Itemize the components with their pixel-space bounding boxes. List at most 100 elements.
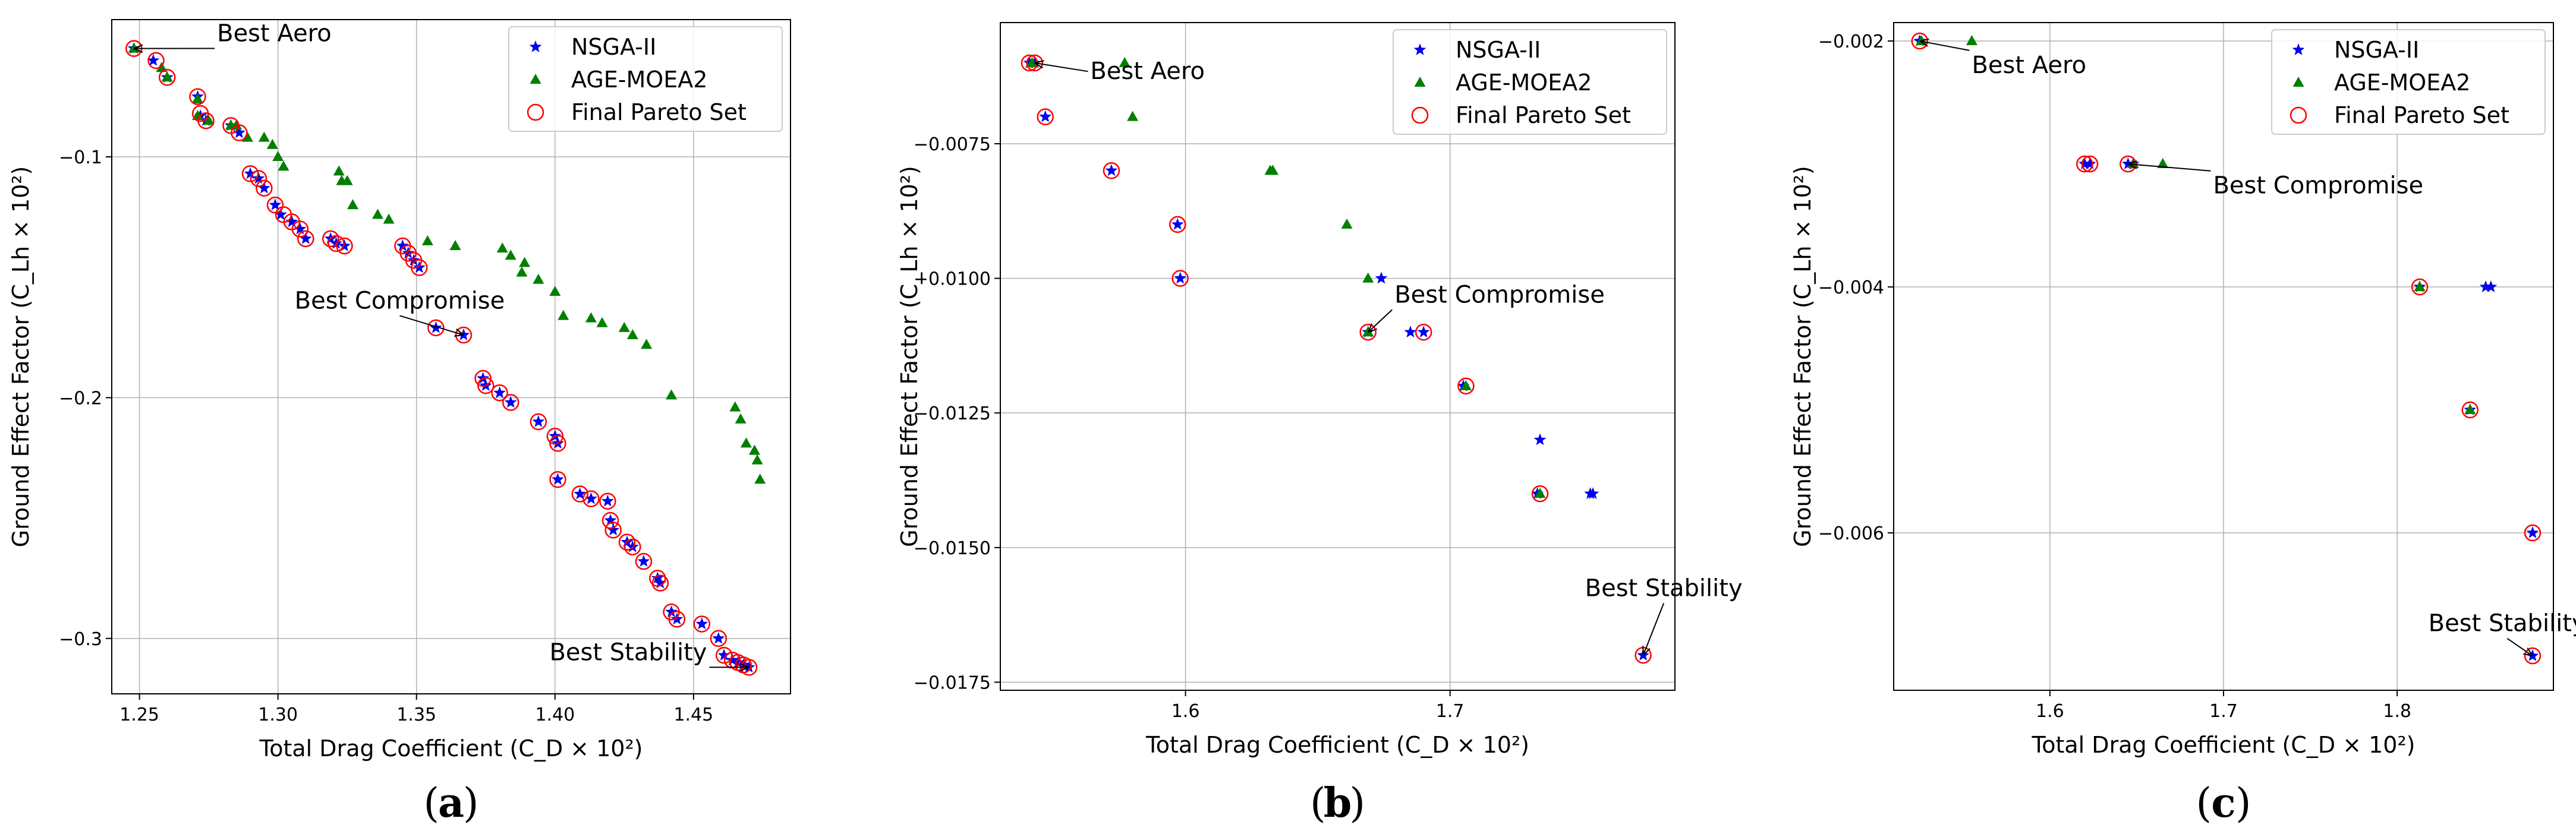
agemoea2-point xyxy=(641,339,653,349)
agemoea2-point xyxy=(241,131,253,142)
y-tick-label: −0.002 xyxy=(1818,31,1884,52)
annotations: Best Aero Best Compromise Best Stability xyxy=(1034,58,1743,656)
nsga2-point xyxy=(2121,157,2134,169)
panel-label-close: ) xyxy=(463,780,479,827)
agemoea2-point xyxy=(266,138,278,149)
legend: NSGA-II AGE-MOEA2 Final Pareto Set xyxy=(508,26,783,132)
x-tick-label: 1.45 xyxy=(673,705,713,725)
legend-marker xyxy=(2290,106,2307,124)
nsga2-point xyxy=(2078,157,2091,169)
pareto-point xyxy=(250,170,267,187)
nsga2-point xyxy=(257,181,270,194)
panel-b: 1.6 1.7 −0.0075 −0.0100 −0.0125 −0.0150 −0.017… xyxy=(896,22,1743,827)
agemoea2-point xyxy=(1966,35,1977,46)
pareto-point xyxy=(1457,377,1475,395)
pareto-point xyxy=(693,615,711,633)
agemoea2-point xyxy=(729,401,741,412)
nsga2-point xyxy=(493,386,506,399)
legend-marker xyxy=(1413,43,1426,55)
legend-marker xyxy=(529,40,542,52)
y-tick-label: −0.0150 xyxy=(914,538,991,559)
annotation-arrowhead xyxy=(133,44,143,53)
legend-marker xyxy=(2292,77,2304,87)
axis-ticks: 1.6 1.7 1.8 −0.002 −0.004 −0.006 xyxy=(1818,31,2411,722)
x-tick-label: 1.7 xyxy=(2209,701,2238,722)
agemoea2-point xyxy=(748,444,760,455)
agemoea2-point xyxy=(516,266,528,277)
nsga2-point xyxy=(665,605,678,618)
annotation-arrowhead xyxy=(1642,646,1651,656)
panel-label-close: ) xyxy=(1350,780,1366,827)
pareto-point xyxy=(651,574,669,592)
pareto-point xyxy=(427,319,445,337)
agemoea2-point xyxy=(333,165,345,176)
agemoea2-point xyxy=(278,160,289,171)
legend-nsga2: NSGA-II xyxy=(2292,37,2419,63)
annotations: Best Aero Best Compromise Best Stability xyxy=(1919,38,2576,657)
legend-label: Final Pareto Set xyxy=(571,99,747,125)
nsga2-point xyxy=(1171,217,1184,230)
x-tick-label: 1.7 xyxy=(1436,701,1465,722)
x-axis-label: Total Drag Coefficient (C_D × 10²) xyxy=(259,735,643,762)
y-axis-label: Ground Effect Factor (C_Lh × 10²) xyxy=(896,166,922,547)
annotation-label: Best Aero xyxy=(1090,58,1205,85)
pareto-point xyxy=(2120,155,2137,173)
pareto-point xyxy=(455,326,473,344)
x-tick-label: 1.8 xyxy=(2383,701,2411,722)
agemoea2-point xyxy=(519,257,531,267)
x-tick-label: 1.30 xyxy=(258,705,298,725)
x-tick-label: 1.35 xyxy=(396,705,436,725)
nsga2-point xyxy=(626,540,639,552)
plot-frame xyxy=(111,19,791,694)
pareto-point xyxy=(189,88,206,105)
legend-agemoea2: AGE-MOEA2 xyxy=(530,67,707,93)
gridlines xyxy=(112,20,791,694)
legend-box xyxy=(1393,29,1667,135)
agemoea2-point xyxy=(549,286,561,296)
pareto-point xyxy=(715,646,733,664)
pareto-point xyxy=(241,165,259,182)
pareto-point xyxy=(1103,162,1120,179)
agemoea2-point xyxy=(740,437,752,448)
annotation-label: Best Compromise xyxy=(295,287,505,314)
nsga2-point xyxy=(637,555,650,567)
agemoea2-point xyxy=(618,321,630,332)
panel-a: 1.25 1.30 1.35 1.40 1.45 −0.1 −0.2 −0.3 Best Ae… xyxy=(8,19,791,827)
agemoea2-point xyxy=(666,389,678,400)
pareto-point xyxy=(1359,323,1377,341)
nsga2-point xyxy=(604,514,617,526)
agemoea2-point xyxy=(2157,158,2169,169)
pareto-point xyxy=(297,230,314,248)
nsga2-point xyxy=(732,656,744,668)
annotation-arrow xyxy=(2128,163,2211,172)
agemoea2-point xyxy=(258,131,270,142)
agemoea2-point xyxy=(1460,380,1472,390)
panel-label-close: ) xyxy=(2235,780,2251,827)
series-pareto xyxy=(1911,32,2542,665)
panel-label-open: ( xyxy=(1310,780,1326,827)
nsga2-point xyxy=(412,261,426,273)
nsga2-point xyxy=(147,53,160,66)
nsga2-point xyxy=(1404,326,1417,338)
annotations: Best Aero Best Compromise Best Stability xyxy=(133,20,750,672)
pareto-point xyxy=(549,435,566,452)
nsga2-point xyxy=(407,254,420,266)
pareto-point xyxy=(474,369,492,387)
agemoea2-point xyxy=(341,175,353,185)
nsga2-point xyxy=(712,631,725,644)
pareto-point xyxy=(197,112,215,130)
y-tick-label: −0.2 xyxy=(59,388,102,409)
legend-agemoea2: AGE-MOEA2 xyxy=(2292,70,2470,96)
legend-pareto: Final Pareto Set xyxy=(1411,102,1631,128)
y-tick-label: −0.0100 xyxy=(914,269,991,290)
annotation-arrowhead xyxy=(1919,38,1929,47)
agemoea2-point xyxy=(754,473,766,484)
agemoea2-point xyxy=(585,312,597,323)
x-tick-label: 1.6 xyxy=(2036,701,2064,722)
x-axis-label: Total Drag Coefficient (C_D × 10²) xyxy=(2031,732,2415,758)
pareto-point xyxy=(1911,32,1929,50)
panel-label: c xyxy=(2211,779,2235,827)
pareto-point xyxy=(530,413,547,431)
pareto-point xyxy=(546,428,564,445)
